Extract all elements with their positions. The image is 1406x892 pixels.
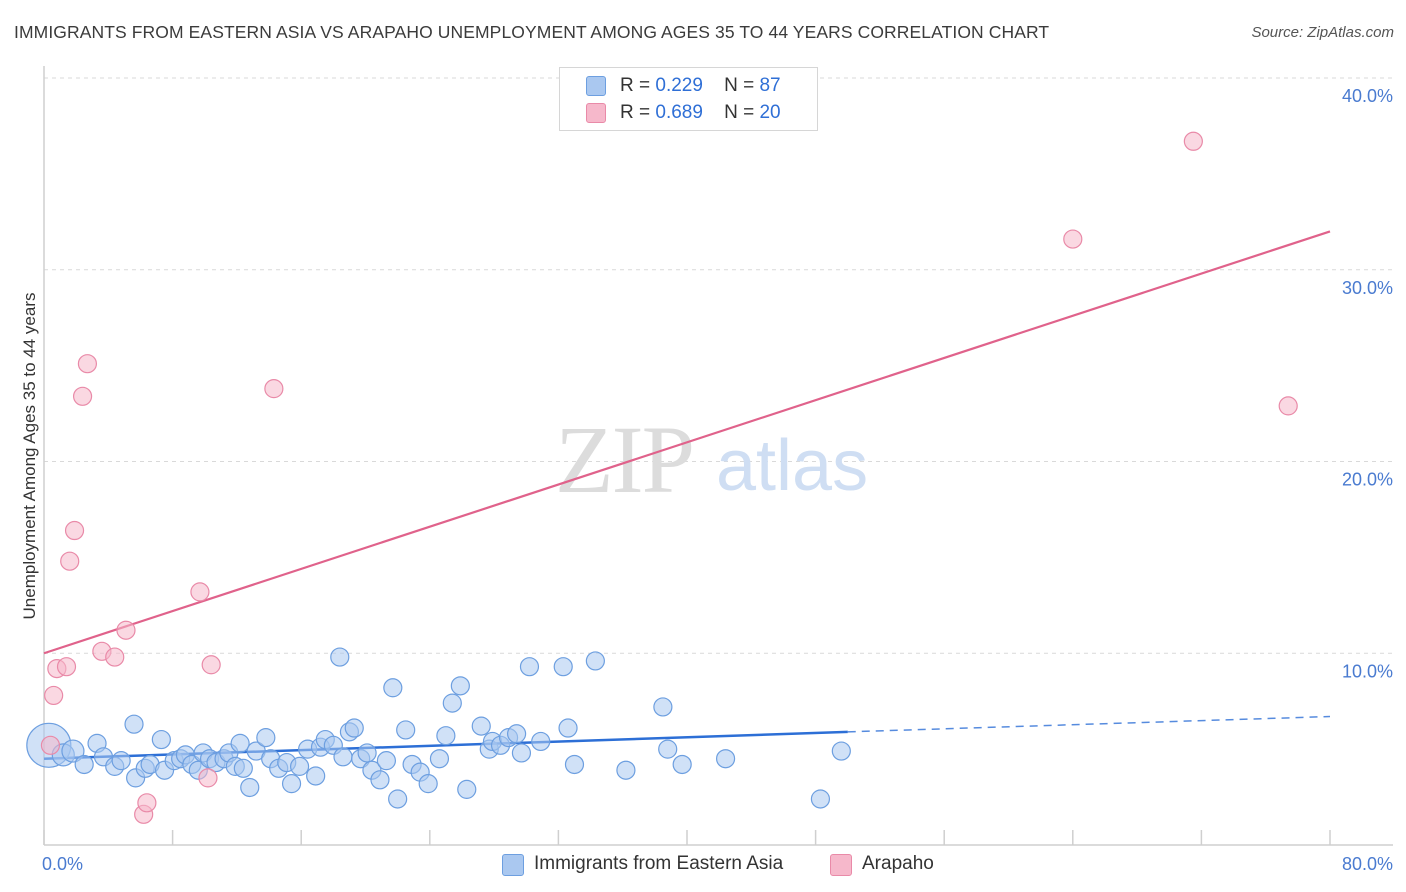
point-arapaho <box>264 379 284 399</box>
point-eastern-asia <box>564 754 585 775</box>
r-label: R = <box>620 102 651 123</box>
watermark-atlas: atlas <box>716 426 868 506</box>
legend-text: R = 0.229 N = 87 <box>620 75 781 97</box>
point-eastern-asia <box>61 739 85 763</box>
watermark-zip: ZIP <box>555 406 693 513</box>
point-eastern-asia <box>289 756 310 776</box>
r-value-eastern-asia: 0.229 <box>655 75 703 96</box>
bottom-legend-label: Immigrants from Eastern Asia <box>534 853 784 874</box>
point-eastern-asia <box>344 718 364 738</box>
trend-line-eastern-asia-extension <box>847 715 1331 733</box>
point-eastern-asia <box>151 729 171 750</box>
point-eastern-asia <box>519 657 540 677</box>
chart-title: IMMIGRANTS FROM EASTERN ASIA VS ARAPAHO … <box>14 22 1050 42</box>
point-eastern-asia <box>233 758 253 778</box>
point-eastern-asia <box>383 678 403 698</box>
point-eastern-asia <box>715 749 736 769</box>
point-arapaho <box>60 551 80 571</box>
legend-swatch-blue <box>586 76 606 96</box>
n-value-eastern-asia: 87 <box>759 75 781 96</box>
axes <box>43 66 1393 846</box>
n-label: N = <box>724 75 755 96</box>
point-arapaho <box>137 793 157 813</box>
point-eastern-asia <box>256 728 276 748</box>
gridlines <box>44 77 1392 654</box>
legend-text: R = 0.689 N = 20 <box>620 102 781 124</box>
point-arapaho <box>40 735 61 755</box>
trend-line-arapaho <box>43 230 1331 655</box>
point-arapaho <box>105 647 125 667</box>
point-eastern-asia <box>429 749 450 769</box>
data-points <box>26 131 1298 824</box>
point-eastern-asia <box>230 733 250 753</box>
point-arapaho <box>190 582 210 602</box>
point-arapaho <box>44 685 64 706</box>
point-eastern-asia <box>333 747 353 767</box>
point-eastern-asia <box>306 766 326 786</box>
point-eastern-asia <box>436 726 456 746</box>
point-eastern-asia <box>240 777 260 798</box>
point-eastern-asia <box>376 751 396 771</box>
point-eastern-asia <box>507 724 527 744</box>
point-eastern-asia <box>111 751 131 771</box>
y-tick-label: 40.0% <box>1342 86 1393 106</box>
tick-labels: 10.0% 20.0% 30.0% 40.0% 0.0% 80.0% <box>42 86 1393 874</box>
point-eastern-asia <box>370 770 390 790</box>
point-eastern-asia <box>457 779 477 799</box>
y-axis-label: Unemployment Among Ages 35 to 44 years <box>20 293 39 620</box>
n-label: N = <box>724 102 755 123</box>
point-arapaho <box>201 655 221 675</box>
bottom-legend-label: Arapaho <box>862 853 934 874</box>
point-arapaho <box>116 620 136 640</box>
watermark: ZIP atlas <box>555 406 868 513</box>
r-label: R = <box>620 75 651 96</box>
point-eastern-asia <box>831 741 851 761</box>
point-eastern-asia <box>442 693 462 713</box>
y-tick-label: 20.0% <box>1342 470 1393 490</box>
point-arapaho <box>56 657 77 677</box>
point-eastern-asia <box>388 789 408 809</box>
point-arapaho <box>64 520 85 541</box>
r-value-arapaho: 0.689 <box>655 102 703 123</box>
point-eastern-asia <box>450 676 470 696</box>
point-eastern-asia <box>124 714 144 734</box>
legend-swatch-pink <box>586 103 606 123</box>
point-eastern-asia <box>558 718 578 738</box>
point-eastern-asia <box>672 754 692 775</box>
source-label: Source: ZipAtlas.com <box>1251 24 1394 41</box>
point-eastern-asia <box>810 789 831 809</box>
bottom-legend-swatch-blue <box>502 854 524 876</box>
point-eastern-asia <box>281 774 302 794</box>
point-arapaho <box>1278 396 1298 416</box>
point-arapaho <box>1183 131 1203 151</box>
point-eastern-asia <box>357 743 377 763</box>
point-eastern-asia <box>553 657 573 677</box>
y-tick-label: 10.0% <box>1342 661 1393 681</box>
point-eastern-asia <box>531 731 551 752</box>
point-eastern-asia <box>511 743 532 763</box>
bottom-legend-swatch-pink <box>830 854 852 876</box>
x-tick-label-min: 0.0% <box>42 854 83 874</box>
point-eastern-asia <box>585 651 605 671</box>
point-arapaho <box>1063 229 1083 249</box>
point-eastern-asia <box>616 760 636 780</box>
point-eastern-asia <box>653 697 673 717</box>
point-eastern-asia <box>471 716 491 736</box>
point-eastern-asia <box>658 739 678 759</box>
point-arapaho <box>77 354 98 374</box>
y-tick-label: 30.0% <box>1342 278 1393 298</box>
point-eastern-asia <box>396 720 416 740</box>
x-tick-label-max: 80.0% <box>1342 854 1393 874</box>
point-arapaho <box>198 768 218 788</box>
point-arapaho <box>72 386 93 406</box>
point-eastern-asia <box>418 774 438 794</box>
n-value-arapaho: 20 <box>759 102 781 123</box>
point-eastern-asia <box>330 647 350 667</box>
point-eastern-asia <box>74 754 94 775</box>
correlation-legend: R = 0.229 N = 87 R = 0.689 N = 20 <box>559 67 818 131</box>
